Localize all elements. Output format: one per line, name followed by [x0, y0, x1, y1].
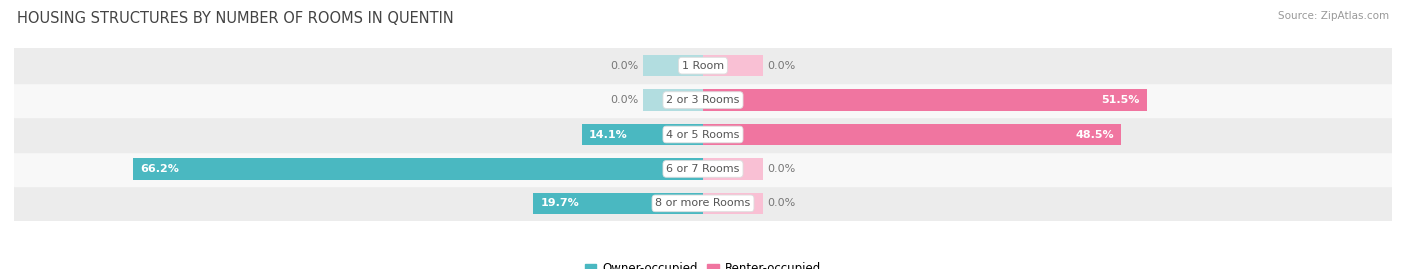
Text: 0.0%: 0.0% [610, 95, 638, 105]
Text: 19.7%: 19.7% [540, 198, 579, 208]
Bar [703, 193, 763, 214]
Bar [134, 158, 703, 180]
Text: 48.5%: 48.5% [1076, 129, 1114, 140]
Bar [533, 193, 703, 214]
Bar [14, 117, 1392, 152]
Text: 0.0%: 0.0% [610, 61, 638, 71]
Text: HOUSING STRUCTURES BY NUMBER OF ROOMS IN QUENTIN: HOUSING STRUCTURES BY NUMBER OF ROOMS IN… [17, 11, 454, 26]
Bar [14, 48, 1392, 83]
Text: 51.5%: 51.5% [1101, 95, 1140, 105]
Bar [703, 158, 763, 180]
Text: 4 or 5 Rooms: 4 or 5 Rooms [666, 129, 740, 140]
Bar [643, 55, 703, 76]
Bar [582, 124, 703, 145]
Text: 0.0%: 0.0% [768, 164, 796, 174]
Text: 8 or more Rooms: 8 or more Rooms [655, 198, 751, 208]
Text: 66.2%: 66.2% [139, 164, 179, 174]
Text: 2 or 3 Rooms: 2 or 3 Rooms [666, 95, 740, 105]
Text: 1 Room: 1 Room [682, 61, 724, 71]
Text: 0.0%: 0.0% [768, 198, 796, 208]
Text: 0.0%: 0.0% [768, 61, 796, 71]
Bar [14, 83, 1392, 117]
Bar [14, 152, 1392, 186]
Bar [703, 124, 1121, 145]
Legend: Owner-occupied, Renter-occupied: Owner-occupied, Renter-occupied [579, 258, 827, 269]
Text: 14.1%: 14.1% [589, 129, 627, 140]
Bar [14, 186, 1392, 221]
Text: Source: ZipAtlas.com: Source: ZipAtlas.com [1278, 11, 1389, 21]
Bar [703, 89, 1146, 111]
Bar [643, 89, 703, 111]
Bar [703, 55, 763, 76]
Text: 6 or 7 Rooms: 6 or 7 Rooms [666, 164, 740, 174]
